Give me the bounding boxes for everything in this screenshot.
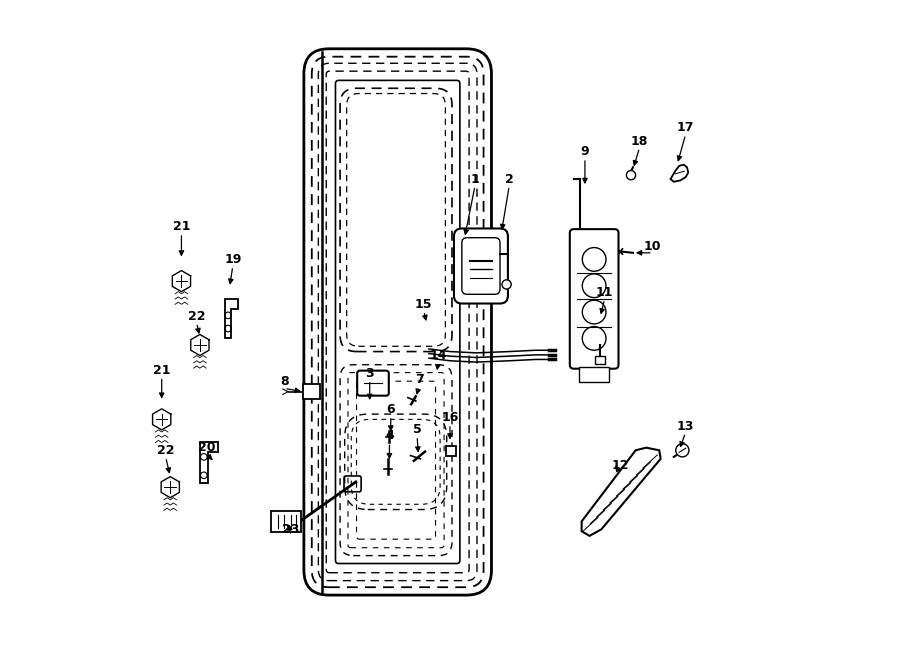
Text: 1: 1 xyxy=(471,173,480,186)
Text: 3: 3 xyxy=(365,367,374,380)
FancyBboxPatch shape xyxy=(357,371,389,396)
Text: 13: 13 xyxy=(677,420,694,432)
Polygon shape xyxy=(153,408,171,430)
Text: 16: 16 xyxy=(441,411,459,424)
Text: 14: 14 xyxy=(429,349,447,362)
Text: 21: 21 xyxy=(153,364,170,377)
FancyBboxPatch shape xyxy=(271,511,302,532)
FancyBboxPatch shape xyxy=(446,446,456,456)
Polygon shape xyxy=(161,477,179,498)
Text: 8: 8 xyxy=(280,375,288,389)
Text: 19: 19 xyxy=(224,253,241,266)
Circle shape xyxy=(502,280,511,289)
Polygon shape xyxy=(172,270,191,292)
Circle shape xyxy=(626,171,635,180)
FancyBboxPatch shape xyxy=(596,356,605,364)
Text: 15: 15 xyxy=(415,297,432,311)
Polygon shape xyxy=(670,165,688,182)
Text: 22: 22 xyxy=(188,309,205,323)
Text: 5: 5 xyxy=(413,423,421,436)
Polygon shape xyxy=(581,447,661,536)
Text: 22: 22 xyxy=(157,444,175,457)
Circle shape xyxy=(676,444,688,457)
Text: 9: 9 xyxy=(580,145,590,158)
Text: 12: 12 xyxy=(611,459,628,472)
Text: 21: 21 xyxy=(173,220,190,233)
FancyBboxPatch shape xyxy=(302,385,320,399)
Text: 18: 18 xyxy=(631,135,648,147)
Text: 17: 17 xyxy=(677,122,695,134)
Text: 7: 7 xyxy=(415,373,423,387)
Text: 10: 10 xyxy=(644,240,662,253)
Text: 4: 4 xyxy=(385,430,394,442)
Text: 23: 23 xyxy=(282,523,300,536)
FancyBboxPatch shape xyxy=(570,229,618,369)
Text: 2: 2 xyxy=(505,173,514,186)
FancyBboxPatch shape xyxy=(304,49,491,595)
FancyBboxPatch shape xyxy=(454,229,508,303)
Text: 11: 11 xyxy=(596,286,614,299)
Text: 6: 6 xyxy=(386,403,395,416)
FancyBboxPatch shape xyxy=(579,367,609,383)
Text: 20: 20 xyxy=(198,442,215,454)
Polygon shape xyxy=(191,334,209,356)
